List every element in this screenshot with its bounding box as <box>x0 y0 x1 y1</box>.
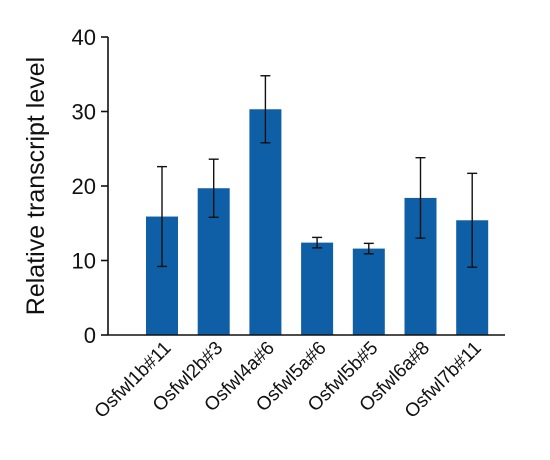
bar <box>249 109 282 335</box>
bar <box>301 242 334 335</box>
y-axis-title: Relative transcript level <box>22 57 50 315</box>
y-axis-ticks: 0 10 20 30 40 <box>72 25 108 348</box>
y-tick-label: 40 <box>72 25 96 50</box>
bars-group <box>146 109 489 335</box>
y-tick-label: 30 <box>72 100 96 125</box>
y-tick-label: 0 <box>84 323 96 348</box>
plot-area <box>146 75 489 335</box>
error-bars-group <box>157 75 478 268</box>
bar <box>352 248 385 335</box>
y-tick-label: 10 <box>72 249 96 274</box>
x-axis-ticks: Osfwl1b#11Osfwl2b#3Osfwl4a#6Osfwl5a#6Osf… <box>91 338 486 423</box>
y-tick-label: 20 <box>72 174 96 199</box>
